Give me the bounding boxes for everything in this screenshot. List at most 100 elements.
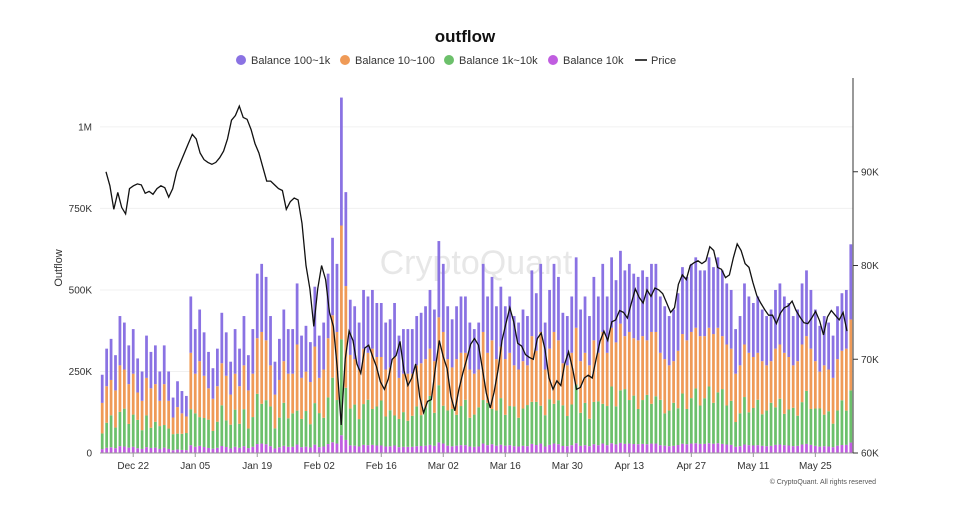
bar-segment-balance-100-1k[interactable] [433,309,436,362]
bar-stack[interactable] [260,263,264,453]
bar-segment-balance-1k-10k[interactable] [388,410,392,447]
bar-stack[interactable] [424,306,427,453]
bar-segment-balance-10-100[interactable] [446,359,450,411]
bar-segment-balance-10-100[interactable] [428,348,432,396]
bar-segment-balance-100-1k[interactable] [667,316,671,366]
bar-segment-balance-1k-10k[interactable] [317,413,321,448]
bar-segment-balance-1k-10k[interactable] [371,408,374,445]
bar-segment-balance-100-1k[interactable] [340,97,343,226]
bar-segment-balance-100-1k[interactable] [428,289,432,349]
bar-segment-balance-1k-10k[interactable] [472,414,476,447]
bar-segment-balance-10k[interactable] [601,443,605,453]
bar-segment-balance-100-1k[interactable] [211,368,215,399]
bar-segment-balance-100-1k[interactable] [805,270,808,337]
bar-stack[interactable] [464,296,467,453]
bar-segment-balance-1k-10k[interactable] [495,410,498,446]
bar-segment-balance-100-1k[interactable] [472,329,476,374]
bar-stack[interactable] [725,283,729,453]
bar-segment-balance-100-1k[interactable] [495,306,498,360]
bar-segment-balance-100-1k[interactable] [543,322,547,370]
bar-segment-balance-10k[interactable] [716,443,720,453]
bar-segment-balance-10k[interactable] [224,446,228,453]
bar-stack[interactable] [689,263,693,453]
bar-segment-balance-10-100[interactable] [313,346,317,404]
bar-segment-balance-1k-10k[interactable] [464,399,467,446]
bar-segment-balance-10k[interactable] [592,444,596,453]
bar-segment-balance-100-1k[interactable] [273,361,277,395]
bar-segment-balance-1k-10k[interactable] [698,405,702,444]
bar-segment-balance-10-100[interactable] [220,363,224,406]
bar-segment-balance-1k-10k[interactable] [596,401,600,446]
bar-segment-balance-10k[interactable] [410,446,414,453]
bar-segment-balance-10k[interactable] [720,443,724,453]
bar-segment-balance-100-1k[interactable] [193,329,197,374]
bar-segment-balance-1k-10k[interactable] [689,398,693,444]
bar-segment-balance-10-100[interactable] [171,417,175,435]
bar-segment-balance-10k[interactable] [503,445,507,453]
bar-segment-balance-1k-10k[interactable] [379,400,383,446]
bar-segment-balance-10k[interactable] [765,446,768,453]
bar-segment-balance-1k-10k[interactable] [242,409,246,447]
bar-segment-balance-10-100[interactable] [645,340,649,395]
bar-segment-balance-10-100[interactable] [738,365,742,414]
bar-segment-balance-10-100[interactable] [362,348,365,405]
bar-segment-balance-100-1k[interactable] [844,289,848,349]
bar-segment-balance-10k[interactable] [326,444,330,453]
bar-segment-balance-10-100[interactable] [145,377,148,416]
bar-stack[interactable] [193,329,197,453]
bar-segment-balance-1k-10k[interactable] [309,424,312,448]
bar-segment-balance-1k-10k[interactable] [512,406,516,447]
bar-segment-balance-10k[interactable] [185,450,188,453]
bar-segment-balance-10k[interactable] [269,446,272,453]
bar-segment-balance-10-100[interactable] [800,344,804,403]
bar-segment-balance-1k-10k[interactable] [844,410,848,445]
bar-segment-balance-10k[interactable] [778,444,782,453]
bar-segment-balance-1k-10k[interactable] [109,415,113,448]
bar-segment-balance-10k[interactable] [782,445,786,453]
bar-segment-balance-100-1k[interactable] [645,276,649,341]
bar-stack[interactable] [672,309,675,453]
bar-stack[interactable] [534,293,538,453]
bar-segment-balance-1k-10k[interactable] [300,418,303,448]
bar-segment-balance-1k-10k[interactable] [224,420,228,447]
bar-stack[interactable] [406,329,410,453]
bar-segment-balance-10-100[interactable] [202,375,206,419]
bar-segment-balance-100-1k[interactable] [131,329,135,374]
bar-segment-balance-10k[interactable] [313,444,317,453]
bar-segment-balance-1k-10k[interactable] [787,409,791,446]
bar-segment-balance-1k-10k[interactable] [189,409,193,446]
bar-stack[interactable] [145,335,148,453]
bar-segment-balance-10-100[interactable] [557,340,560,401]
bar-stack[interactable] [605,296,609,453]
bar-segment-balance-100-1k[interactable] [100,374,104,403]
bar-segment-balance-100-1k[interactable] [725,283,729,345]
bar-segment-balance-10-100[interactable] [503,359,507,415]
bar-segment-balance-100-1k[interactable] [632,273,636,339]
bar-segment-balance-10-100[interactable] [809,348,813,409]
legend-item-price[interactable]: Price [635,55,676,67]
bar-stack[interactable] [849,244,853,453]
bar-stack[interactable] [570,296,574,453]
bar-segment-balance-1k-10k[interactable] [100,433,104,450]
bar-segment-balance-100-1k[interactable] [756,296,760,353]
bar-segment-balance-1k-10k[interactable] [574,384,578,444]
bar-segment-balance-10-100[interactable] [658,352,662,400]
bar-segment-balance-100-1k[interactable] [707,257,711,328]
bar-segment-balance-1k-10k[interactable] [521,408,525,446]
bar-segment-balance-100-1k[interactable] [822,316,826,366]
bar-segment-balance-10k[interactable] [233,446,237,453]
bar-segment-balance-10-100[interactable] [464,352,467,400]
bar-segment-balance-100-1k[interactable] [176,381,179,408]
bar-stack[interactable] [118,316,122,453]
bar-segment-balance-100-1k[interactable] [813,309,817,362]
bar-segment-balance-10-100[interactable] [720,336,724,390]
bar-segment-balance-10-100[interactable] [189,352,193,410]
bar-segment-balance-100-1k[interactable] [233,329,237,374]
bar-segment-balance-1k-10k[interactable] [561,405,565,446]
bar-segment-balance-1k-10k[interactable] [658,399,662,446]
bar-segment-balance-100-1k[interactable] [136,358,140,393]
bar-segment-balance-10-100[interactable] [185,416,188,434]
bar-segment-balance-10-100[interactable] [836,359,839,411]
bar-stack[interactable] [707,257,711,453]
bar-segment-balance-10k[interactable] [499,444,503,453]
